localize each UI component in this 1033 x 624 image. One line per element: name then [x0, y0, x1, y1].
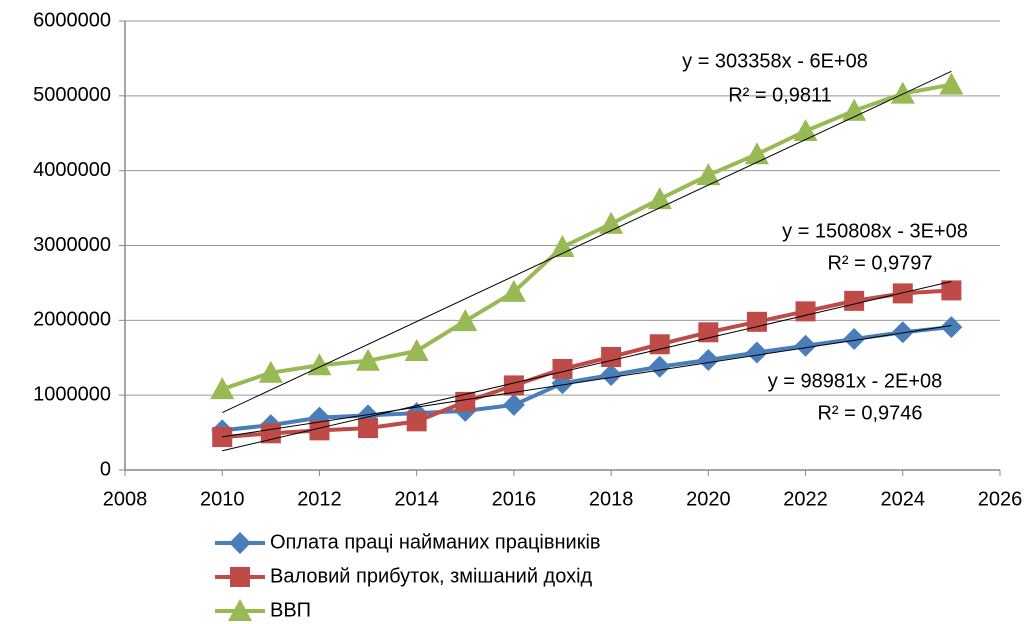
marker: [229, 532, 251, 554]
marker: [258, 360, 283, 383]
x-tick-label: 2022: [783, 488, 828, 510]
legend-label: Валовий прибуток, змішаний дохід: [270, 565, 593, 587]
marker: [744, 142, 769, 165]
y-tick-label: 4000000: [33, 159, 111, 181]
trendline: [222, 325, 952, 438]
marker: [939, 72, 964, 95]
trendline-equation: y = 98981x - 2E+08: [768, 370, 943, 392]
series-line: [222, 288, 952, 440]
marker: [844, 290, 865, 311]
x-tick-label: 2026: [978, 488, 1023, 510]
marker: [601, 347, 622, 368]
trendline-r2: R² = 0,9746: [817, 402, 922, 424]
marker: [502, 393, 525, 416]
y-tick-label: 5000000: [33, 84, 111, 106]
marker: [501, 279, 526, 302]
marker: [212, 427, 233, 448]
series-line: [222, 325, 952, 433]
trendline-equation: y = 303358x - 6E+08: [682, 50, 868, 72]
legend-label: ВВП: [270, 599, 311, 621]
marker: [793, 119, 818, 142]
marker: [600, 363, 623, 386]
x-tick-label: 2008: [103, 488, 148, 510]
x-tick-label: 2010: [200, 488, 245, 510]
x-tick-label: 2014: [394, 488, 439, 510]
marker: [358, 418, 379, 439]
marker: [230, 567, 250, 587]
marker: [552, 358, 573, 379]
trendline: [222, 280, 952, 452]
marker: [406, 411, 427, 432]
marker: [228, 599, 252, 621]
x-tick-label: 2018: [589, 488, 634, 510]
marker: [746, 311, 767, 332]
marker: [260, 423, 281, 444]
series-line: [221, 82, 952, 392]
marker: [453, 309, 478, 332]
marker: [648, 355, 671, 378]
x-tick-label: 2012: [297, 488, 342, 510]
marker: [698, 322, 719, 343]
y-tick-label: 0: [100, 458, 111, 480]
marker: [842, 98, 867, 121]
legend: Оплата праці найманих працівників Валовий…: [215, 531, 601, 621]
marker: [455, 391, 476, 412]
legend-label: Оплата праці найманих працівників: [270, 531, 601, 553]
x-tick-label: 2016: [492, 488, 537, 510]
marker: [794, 334, 817, 357]
marker: [891, 321, 914, 344]
marker: [941, 280, 962, 301]
marker: [940, 316, 963, 339]
marker: [647, 187, 672, 210]
marker: [356, 348, 381, 371]
marker: [210, 377, 235, 400]
marker: [892, 283, 913, 304]
marker: [795, 301, 816, 322]
trendline-equation: y = 150808x - 3E+08: [782, 220, 968, 242]
marker: [697, 348, 720, 371]
marker: [745, 341, 768, 364]
trendline-r2: R² = 0,9797: [827, 252, 932, 274]
x-tick-label: 2020: [686, 488, 731, 510]
trendline-r2: R² = 0,9811: [728, 84, 832, 106]
marker: [503, 375, 524, 396]
x-tick-label: 2024: [881, 488, 926, 510]
marker: [890, 81, 915, 104]
marker: [309, 420, 330, 441]
y-tick-label: 1000000: [33, 383, 111, 405]
y-tick-label: 6000000: [33, 9, 111, 31]
marker: [649, 334, 670, 355]
marker: [843, 328, 866, 351]
marker: [404, 339, 429, 362]
trendline: [222, 70, 952, 414]
y-tick-label: 2000000: [33, 309, 111, 331]
marker: [550, 234, 575, 257]
y-tick-label: 3000000: [33, 234, 111, 256]
marker: [696, 163, 721, 186]
